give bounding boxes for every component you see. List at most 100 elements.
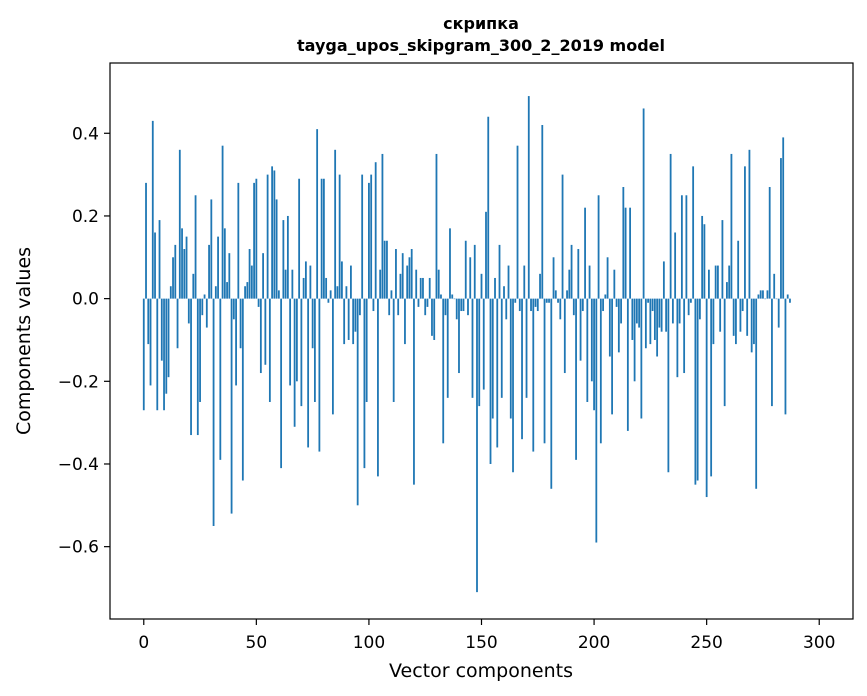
bar-285 [784, 298, 787, 415]
bar-278 [768, 187, 771, 299]
bar-242 [687, 298, 690, 316]
bar-201 [595, 298, 598, 543]
x-axis-label: Vector components [389, 660, 573, 682]
bar-50 [255, 178, 258, 299]
x-tick-label: 200 [578, 633, 610, 653]
x-axis: 0 50 100 150 200 250 300 [138, 619, 835, 653]
x-tick-label: 250 [690, 633, 722, 653]
bar-147 [473, 244, 476, 299]
bar-142 [462, 298, 465, 312]
bar-280 [773, 273, 776, 299]
x-tick-label: 50 [246, 633, 268, 653]
bar-11 [167, 298, 170, 378]
bar-173 [532, 298, 535, 452]
bar-109 [388, 298, 391, 316]
bar-141 [460, 298, 463, 312]
bar-172 [530, 298, 532, 312]
bar-29 [208, 244, 210, 299]
bar-25 [199, 298, 201, 402]
bar-42 [237, 182, 240, 299]
bar-16 [178, 149, 181, 299]
bar-6 [156, 298, 159, 411]
bar-219 [635, 298, 638, 324]
bar-84 [332, 298, 334, 415]
bar-209 [613, 269, 616, 299]
bar-70 [300, 298, 303, 407]
bar-154 [489, 298, 492, 464]
y-tick-label: 0.4 [72, 124, 99, 144]
bar-273 [757, 294, 760, 299]
bar-203 [599, 298, 602, 444]
bar-38 [228, 253, 231, 299]
bar-14 [174, 244, 177, 299]
bar-189 [568, 269, 571, 299]
x-tick-label: 0 [138, 633, 149, 653]
bar-252 [710, 298, 713, 477]
bar-139 [455, 298, 458, 320]
bar-80 [322, 178, 325, 299]
y-tick-label: −0.2 [58, 372, 99, 392]
bar-218 [633, 298, 636, 382]
y-axis-label: Components values [13, 247, 35, 435]
bar-36 [223, 228, 226, 299]
bar-40 [232, 298, 235, 320]
bar-199 [590, 298, 593, 382]
bar-269 [748, 149, 751, 299]
bar-194 [579, 298, 582, 361]
bar-37 [226, 282, 228, 299]
bar-106 [381, 153, 384, 299]
bar-276 [764, 298, 767, 300]
bar-60 [277, 290, 280, 299]
bar-274 [759, 290, 762, 299]
bar-277 [766, 290, 769, 299]
bar-35 [221, 145, 224, 299]
bar-123 [419, 277, 422, 299]
bar-68 [295, 298, 298, 382]
bar-79 [320, 178, 323, 299]
bar-249 [703, 224, 706, 299]
bar-221 [640, 298, 643, 419]
bar-223 [644, 298, 647, 349]
bar-82 [327, 298, 330, 303]
plot-frame [109, 62, 854, 620]
bar-130 [435, 153, 438, 299]
bar-157 [496, 298, 499, 448]
bar-117 [406, 265, 409, 299]
bar-196 [584, 207, 586, 299]
chart-subtitle: tayga_upos_skipgram_300_2_2019 model [297, 36, 665, 55]
bar-96 [359, 298, 361, 316]
bar-52 [259, 298, 262, 374]
bar-177 [541, 125, 544, 299]
bar-226 [651, 298, 654, 312]
bar-103 [374, 162, 377, 299]
bar-213 [622, 187, 625, 299]
bar-155 [491, 298, 494, 419]
bar-114 [399, 273, 402, 299]
bar-85 [334, 149, 337, 299]
bar-24 [196, 298, 199, 436]
bar-125 [424, 298, 427, 316]
bar-2 [147, 298, 150, 345]
bar-9 [163, 298, 165, 411]
bar-21 [190, 298, 192, 436]
bars-group [142, 96, 791, 593]
bar-77 [316, 129, 319, 299]
bar-57 [271, 166, 274, 299]
bar-94 [354, 298, 357, 332]
bar-15 [176, 298, 179, 349]
bar-92 [350, 265, 352, 299]
bar-115 [401, 253, 404, 299]
bar-159 [500, 298, 503, 398]
bar-99 [365, 298, 368, 402]
bar-162 [507, 265, 510, 299]
bar-180 [548, 298, 550, 303]
bar-59 [275, 199, 278, 299]
bar-168 [521, 298, 523, 440]
bar-259 [726, 282, 728, 299]
bar-43 [239, 298, 242, 349]
bar-255 [717, 265, 719, 299]
bar-8 [160, 298, 163, 361]
x-tick-label: 300 [803, 633, 835, 653]
bar-256 [719, 298, 722, 332]
